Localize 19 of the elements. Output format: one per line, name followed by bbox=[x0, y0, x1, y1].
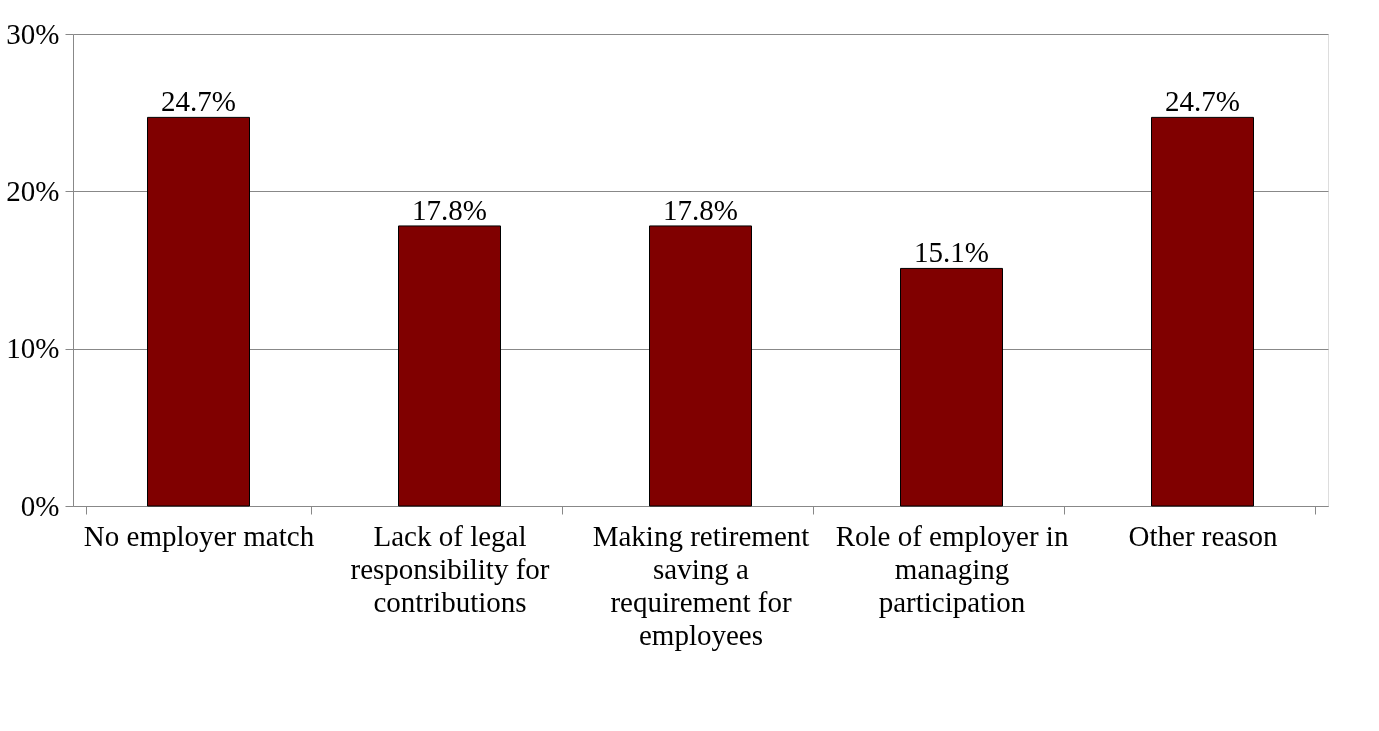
data-label: 24.7% bbox=[1165, 85, 1240, 118]
data-label: 15.1% bbox=[914, 236, 989, 269]
x-tick-label: Making retirement saving a requirement for employees bbox=[592, 519, 810, 651]
x-tick-label: Lack of legal responsibility for contributions bbox=[350, 519, 550, 618]
x-tick-label: Other reason bbox=[1128, 519, 1278, 552]
y-tick-label: 20% bbox=[6, 174, 60, 207]
bar bbox=[398, 225, 501, 507]
data-label: 17.8% bbox=[412, 193, 487, 226]
x-tick-label: Role of employer in managing participation bbox=[835, 519, 1069, 618]
y-tick-label: 30% bbox=[6, 17, 60, 50]
bar bbox=[147, 116, 250, 507]
data-label: 17.8% bbox=[663, 193, 738, 226]
data-label: 24.7% bbox=[161, 85, 236, 118]
bar bbox=[649, 225, 752, 507]
y-tick-label: 0% bbox=[20, 489, 60, 522]
y-tick-label: 10% bbox=[6, 332, 60, 365]
bar bbox=[1151, 116, 1254, 507]
bar bbox=[900, 267, 1003, 507]
x-tick-label: No employer match bbox=[83, 519, 315, 552]
